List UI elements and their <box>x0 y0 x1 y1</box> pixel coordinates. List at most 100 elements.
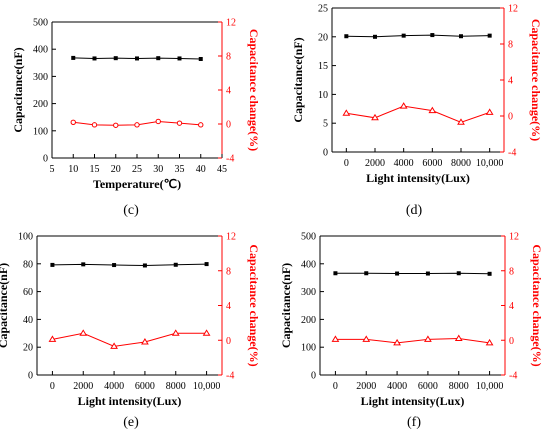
panel-2-y-right-title: Capacitance change(%) <box>529 19 543 141</box>
panel-2-change-point <box>371 113 379 121</box>
panel-1-x-axis-title: Temperature(℃) <box>93 177 181 191</box>
panel-2-yl-tick-label: 0 <box>323 148 328 159</box>
panel-2-x-tick-label: 0 <box>344 158 349 169</box>
panel-2-x-tick-label: 8000 <box>451 158 471 169</box>
panel-1-yr-tick-label: -4 <box>226 154 234 165</box>
panel-2-yr-tick-label: 12 <box>508 4 518 15</box>
panel-1-y-right-title: Capacitance change(%) <box>247 29 261 151</box>
panel-1-y-left-title: Capacitance(nF) <box>11 47 25 132</box>
panel-label-c: (c) <box>123 203 139 218</box>
panel-4-series-capacitance-line <box>335 272 490 275</box>
panel-1-capacitance-point <box>177 56 182 61</box>
panel-4-yr-tick-label: 4 <box>509 301 514 312</box>
panel-4-yl-tick-label: 200 <box>301 315 316 326</box>
panel-3-change-point <box>48 335 57 342</box>
panel-1-x-tick-label: 5 <box>50 164 55 175</box>
panel-1-x-tick-label: 15 <box>90 164 100 175</box>
panel-3-yl-tick-label: 100 <box>18 232 33 243</box>
panel-3-yr-tick-label: 8 <box>226 266 231 277</box>
panel-label-e: (e) <box>123 415 139 430</box>
panel-1-yl-tick-label: 300 <box>33 72 48 83</box>
panel-4-change-point <box>454 334 463 342</box>
panel-1-change-point <box>91 122 98 128</box>
panel-3-x-tick-label: 4000 <box>104 381 124 392</box>
panel-2-change-point <box>399 102 408 109</box>
panel-3-change-point <box>110 342 118 349</box>
panel-1-x-tick-label: 40 <box>196 164 206 175</box>
panel-3-yl-tick-label: 40 <box>23 315 33 326</box>
panel-1-x-tick-label: 45 <box>217 164 227 175</box>
panel-1-x-tick-label: 10 <box>68 164 78 175</box>
panel-4-capacitance-point <box>333 271 338 276</box>
panel-3-yl-tick-label: 0 <box>28 371 33 382</box>
panel-4-x-axis-title: Light intensity(Lux) <box>361 394 465 408</box>
panel-1-x-tick-label: 25 <box>132 164 142 175</box>
panel-4-change-point <box>424 335 432 342</box>
panel-2-capacitance-point <box>487 33 492 38</box>
panel-3-capacitance-point <box>204 262 209 267</box>
panel-1-capacitance-point <box>198 56 203 61</box>
panel-2-capacitance-point <box>373 34 377 39</box>
panel-1-yl-tick-label: 100 <box>33 126 48 137</box>
panel-4-change-point <box>485 338 494 346</box>
panel-4-capacitance-point <box>395 271 400 276</box>
panel-3-capacitance-point <box>142 263 147 268</box>
panel-2-change-point <box>485 108 494 115</box>
panel-4-capacitance-point <box>425 271 430 276</box>
panel-3-y-right-title: Capacitance change(%) <box>247 244 261 366</box>
panel-4-yr-tick-label: 8 <box>509 266 514 277</box>
panel-1-capacitance-point <box>92 56 97 61</box>
panel-1-yr-tick-label: 4 <box>226 86 231 97</box>
panel-3-yl-tick-label: 20 <box>23 343 33 354</box>
panel-4-x-tick-label: 6000 <box>418 381 438 392</box>
panel-1-change-point <box>70 119 76 126</box>
panel-1-yr-tick-label: 12 <box>226 18 236 29</box>
panel-1-x-tick-label: 30 <box>153 164 163 175</box>
panel-4-yr-tick-label: -4 <box>509 371 517 382</box>
panel-4-yl-tick-label: 100 <box>301 343 316 354</box>
panel-4-capacitance-point <box>456 271 461 276</box>
panel-2-yr-tick-label: -4 <box>508 148 516 159</box>
panel-1-capacitance-point <box>113 56 118 61</box>
panel-4-change-point <box>362 335 371 342</box>
panel-4-yl-tick-label: 400 <box>301 259 316 270</box>
panel-1-yr-tick-label: 0 <box>226 120 231 131</box>
panel-1-change-point <box>155 118 161 125</box>
panel-3-change-point <box>202 329 211 336</box>
panel-4-yl-tick-label: 300 <box>301 287 316 298</box>
panel-2-x-tick-label: 6000 <box>422 158 442 169</box>
panel-1-change-point <box>198 122 204 128</box>
panel-2-yl-tick-label: 20 <box>318 32 328 43</box>
panel-4-capacitance-point <box>487 271 492 276</box>
panel-3-series-change-line <box>52 332 207 347</box>
panel-3-x-tick-label: 8000 <box>166 381 186 392</box>
panel-3-yr-tick-label: 12 <box>226 232 236 243</box>
panel-2-yr-tick-label: 0 <box>508 112 513 123</box>
panel-3-x-tick-label: 10,000 <box>193 381 221 392</box>
panel-4-yl-tick-label: 0 <box>311 371 316 382</box>
panel-2-change-point <box>457 118 465 125</box>
panel-4-x-tick-label: 10,000 <box>476 381 504 392</box>
panel-3-x-axis-title: Light intensity(Lux) <box>78 394 182 408</box>
panel-2-x-tick-label: 10,000 <box>476 158 504 169</box>
panel-3-capacitance-point <box>173 262 178 267</box>
panel-2-yl-tick-label: 5 <box>323 119 328 130</box>
panel-1-capacitance-point <box>71 55 76 60</box>
panel-4-x-tick-label: 2000 <box>356 381 376 392</box>
panel-4-change-point <box>393 338 401 346</box>
panel-4-series-change-line <box>335 338 490 344</box>
panel-4-x-tick-label: 0 <box>333 381 338 392</box>
panel-1-capacitance-point <box>135 56 139 61</box>
panel-1-yr-tick-label: 8 <box>226 52 231 63</box>
panel-3-yr-tick-label: -4 <box>226 371 234 382</box>
panel-2-yr-tick-label: 8 <box>508 40 513 51</box>
panel-2-yr-tick-label: 4 <box>508 76 513 87</box>
panel-4-yr-tick-label: 12 <box>509 232 519 243</box>
panel-1-yl-tick-label: 500 <box>33 18 48 29</box>
panel-3-yr-tick-label: 0 <box>226 336 231 347</box>
panel-3-x-tick-label: 2000 <box>73 381 93 392</box>
panel-3-yl-tick-label: 80 <box>23 259 33 270</box>
panel-3-x-tick-label: 0 <box>50 381 55 392</box>
